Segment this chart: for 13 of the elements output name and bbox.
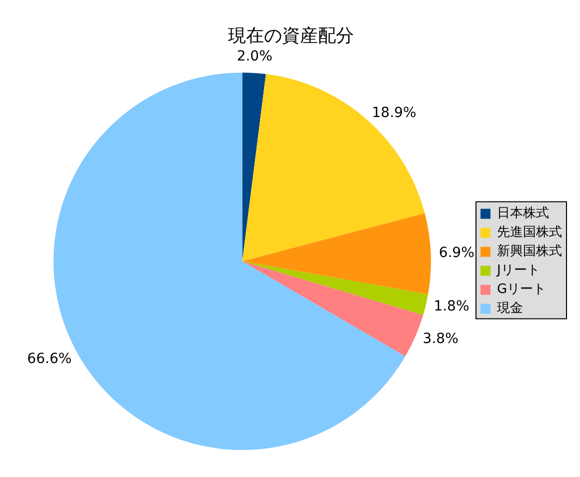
legend-label: Gリート [497, 282, 546, 298]
data-label: 1.8% [434, 298, 470, 314]
data-label: 66.6% [27, 350, 72, 367]
legend-label: 日本株式 [497, 206, 549, 222]
legend-label: 先進国株式 [497, 225, 562, 240]
legend-label: 新興国株式 [497, 244, 562, 260]
data-label: 2.0% [236, 48, 272, 65]
data-label: 3.8% [422, 331, 458, 348]
chart-title: 現在の資産配分 [228, 25, 354, 46]
legend-label: 現金 [497, 301, 523, 316]
data-label: 6.9% [438, 244, 474, 261]
data-label: 18.9% [372, 104, 416, 121]
legend-label: Jリート [496, 263, 540, 278]
